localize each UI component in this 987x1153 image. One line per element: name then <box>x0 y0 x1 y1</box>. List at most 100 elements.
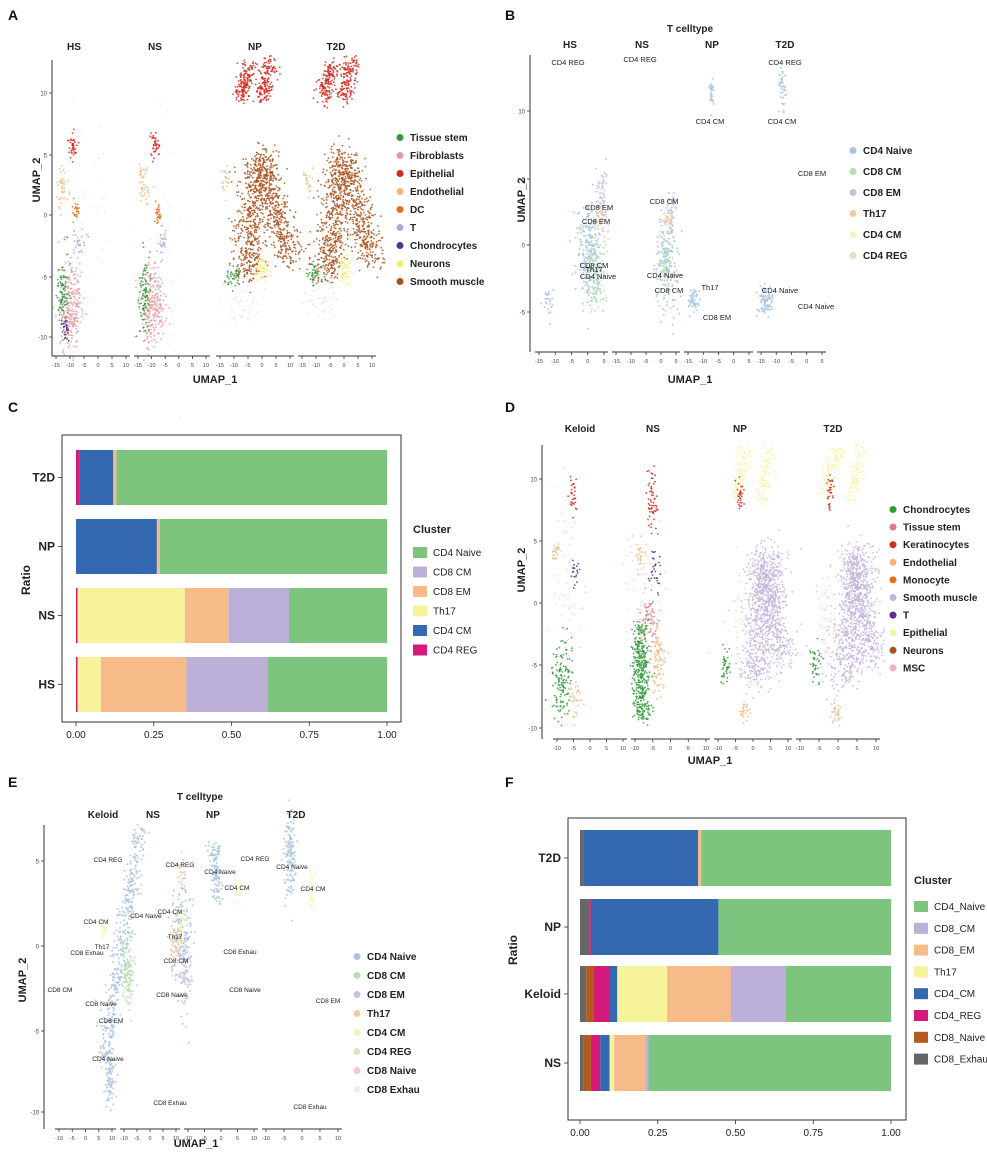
data-point <box>88 233 90 235</box>
data-point <box>335 65 338 68</box>
data-point <box>155 279 157 282</box>
data-point <box>358 228 361 231</box>
data-point <box>267 73 270 75</box>
data-point <box>223 326 225 328</box>
data-point <box>149 283 152 286</box>
data-point <box>346 98 349 101</box>
data-point <box>241 62 244 65</box>
data-point <box>275 223 277 226</box>
data-point <box>331 271 333 274</box>
data-point <box>159 284 162 287</box>
data-point <box>346 238 349 240</box>
data-point <box>381 252 384 255</box>
data-point <box>353 216 356 219</box>
data-point <box>340 268 343 271</box>
data-point <box>603 235 606 238</box>
data-point <box>357 208 359 211</box>
data-point <box>342 172 345 175</box>
data-point <box>334 275 337 278</box>
data-point <box>341 260 344 263</box>
data-point <box>270 154 273 157</box>
data-point <box>571 273 574 276</box>
data-point <box>602 230 605 233</box>
data-point <box>242 215 244 218</box>
data-point <box>143 339 146 341</box>
point-cluster <box>54 97 108 320</box>
data-point <box>544 291 547 294</box>
data-point <box>354 79 356 82</box>
data-point <box>144 309 147 311</box>
data-point <box>72 356 75 359</box>
data-point <box>326 106 329 109</box>
data-point <box>317 223 319 226</box>
data-point <box>255 199 258 202</box>
data-point <box>293 216 296 219</box>
data-point <box>258 175 260 177</box>
data-point <box>351 197 353 200</box>
data-point <box>325 273 328 276</box>
data-point <box>245 221 248 223</box>
data-point <box>302 302 304 305</box>
data-point <box>245 70 248 73</box>
data-point <box>659 230 662 233</box>
data-point <box>347 276 350 278</box>
legend-entry: CD4 CM <box>863 230 901 241</box>
data-point <box>68 151 71 154</box>
data-point <box>240 249 243 252</box>
data-point <box>329 296 331 298</box>
data-point <box>254 155 256 158</box>
data-point <box>334 251 336 254</box>
data-point <box>359 257 362 260</box>
data-point <box>278 187 281 190</box>
data-point <box>347 172 349 174</box>
data-point <box>153 300 156 302</box>
data-point <box>269 188 271 190</box>
data-point <box>262 161 265 164</box>
data-point <box>362 241 364 244</box>
data-point <box>247 89 249 92</box>
data-point <box>582 309 584 312</box>
data-point <box>80 307 83 310</box>
data-point <box>64 331 66 333</box>
data-point <box>243 198 246 200</box>
data-point <box>168 253 170 256</box>
data-point <box>332 264 334 267</box>
data-point <box>321 229 324 232</box>
data-point <box>246 68 249 70</box>
data-point <box>157 170 159 172</box>
data-point <box>380 236 383 239</box>
data-point <box>240 299 242 302</box>
data-point <box>141 296 143 298</box>
data-point <box>266 195 269 198</box>
data-point <box>266 193 269 196</box>
data-point <box>352 174 354 177</box>
data-point <box>363 200 366 203</box>
data-point <box>354 154 357 157</box>
data-point <box>248 261 251 264</box>
data-point <box>83 244 86 247</box>
data-point <box>329 281 331 283</box>
y-tick-label: 0 <box>44 214 48 220</box>
data-point <box>331 169 334 172</box>
data-point <box>278 66 281 69</box>
data-point <box>241 198 244 201</box>
data-point <box>234 272 237 275</box>
data-point <box>328 263 330 265</box>
data-point <box>68 344 71 347</box>
data-point <box>237 209 240 212</box>
data-point <box>330 229 332 232</box>
data-point <box>246 98 249 101</box>
data-point <box>321 238 324 241</box>
data-point <box>288 231 291 234</box>
data-point <box>261 186 264 188</box>
data-point <box>179 219 182 221</box>
data-point <box>234 318 236 321</box>
data-point <box>260 174 263 177</box>
data-point <box>238 257 241 259</box>
data-point <box>64 282 67 285</box>
data-point <box>292 250 294 253</box>
data-point <box>349 213 351 216</box>
data-point <box>157 307 160 310</box>
data-point <box>74 283 77 285</box>
data-point <box>145 304 148 307</box>
